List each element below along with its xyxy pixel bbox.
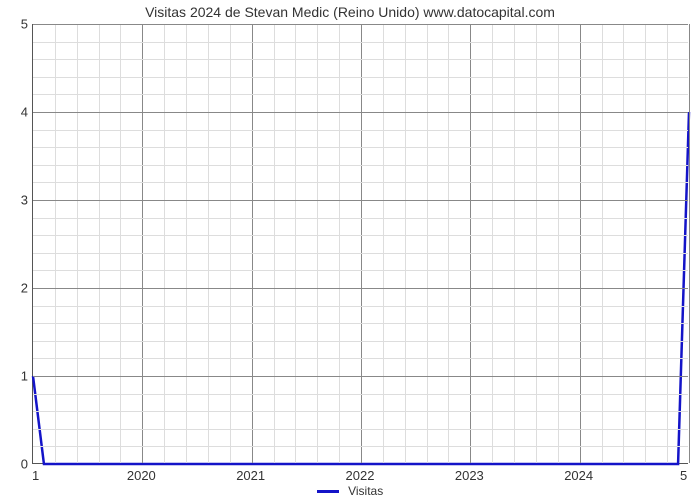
grid-h-major (33, 376, 688, 377)
grid-h-minor (33, 130, 688, 131)
grid-h-minor (33, 42, 688, 43)
x-start-label: 1 (32, 468, 39, 483)
grid-v-minor (55, 24, 56, 463)
grid-v-minor (317, 24, 318, 463)
y-tick-label: 1 (4, 369, 28, 384)
grid-v-minor (295, 24, 296, 463)
x-tick-label: 2024 (564, 468, 593, 483)
grid-h-minor (33, 253, 688, 254)
grid-h-minor (33, 218, 688, 219)
grid-h-major (33, 112, 688, 113)
grid-h-minor (33, 94, 688, 95)
grid-v-minor (448, 24, 449, 463)
grid-v-minor (77, 24, 78, 463)
chart-container: Visitas 2024 de Stevan Medic (Reino Unid… (0, 0, 700, 500)
grid-v-major (689, 24, 690, 463)
grid-v-minor (492, 24, 493, 463)
grid-h-minor (33, 394, 688, 395)
grid-h-minor (33, 59, 688, 60)
grid-v-minor (230, 24, 231, 463)
grid-h-minor (33, 411, 688, 412)
grid-v-minor (602, 24, 603, 463)
x-tick-label: 2022 (346, 468, 375, 483)
grid-h-minor (33, 165, 688, 166)
grid-h-minor (33, 341, 688, 342)
grid-h-major (33, 24, 688, 25)
grid-h-minor (33, 358, 688, 359)
grid-v-minor (120, 24, 121, 463)
x-end-label: 5 (680, 468, 687, 483)
grid-v-minor (558, 24, 559, 463)
y-tick-label: 4 (4, 105, 28, 120)
grid-h-minor (33, 306, 688, 307)
legend-swatch (317, 490, 339, 493)
grid-h-minor (33, 323, 688, 324)
x-tick-label: 2020 (127, 468, 156, 483)
grid-h-minor (33, 270, 688, 271)
grid-v-minor (667, 24, 668, 463)
plot-area (32, 24, 688, 464)
grid-v-major (252, 24, 253, 463)
grid-h-minor (33, 147, 688, 148)
grid-v-major (361, 24, 362, 463)
y-tick-label: 5 (4, 17, 28, 32)
grid-v-minor (645, 24, 646, 463)
grid-v-minor (383, 24, 384, 463)
grid-h-major (33, 288, 688, 289)
grid-h-minor (33, 235, 688, 236)
grid-v-minor (186, 24, 187, 463)
grid-v-minor (99, 24, 100, 463)
grid-v-minor (208, 24, 209, 463)
grid-v-minor (274, 24, 275, 463)
grid-v-minor (514, 24, 515, 463)
grid-v-major (470, 24, 471, 463)
grid-h-minor (33, 446, 688, 447)
legend-label: Visitas (348, 484, 383, 498)
legend: Visitas (0, 483, 700, 498)
grid-v-minor (405, 24, 406, 463)
y-tick-label: 3 (4, 193, 28, 208)
chart-title: Visitas 2024 de Stevan Medic (Reino Unid… (0, 4, 700, 20)
grid-v-minor (536, 24, 537, 463)
grid-v-minor (164, 24, 165, 463)
grid-v-major (142, 24, 143, 463)
grid-h-minor (33, 429, 688, 430)
grid-h-minor (33, 77, 688, 78)
grid-v-major (580, 24, 581, 463)
y-tick-label: 0 (4, 457, 28, 472)
grid-v-minor (427, 24, 428, 463)
x-tick-label: 2023 (455, 468, 484, 483)
grid-v-minor (339, 24, 340, 463)
x-tick-label: 2021 (236, 468, 265, 483)
grid-h-minor (33, 182, 688, 183)
grid-v-minor (623, 24, 624, 463)
grid-h-major (33, 200, 688, 201)
y-tick-label: 2 (4, 281, 28, 296)
